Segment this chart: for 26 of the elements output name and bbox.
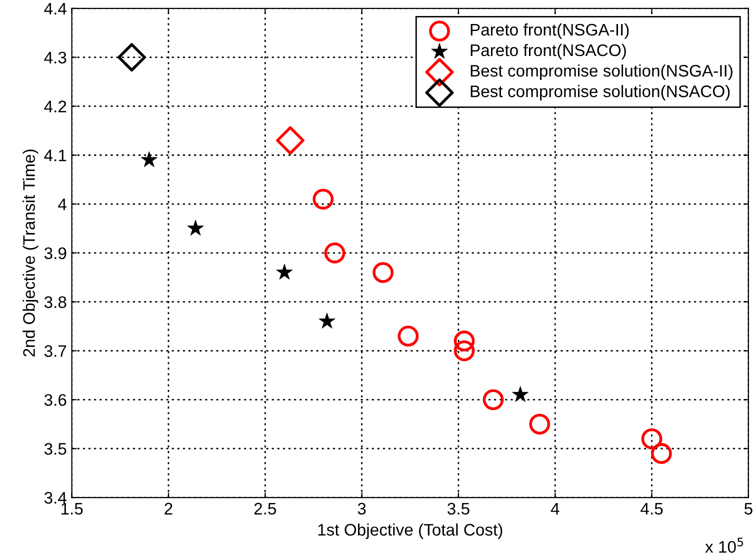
legend-label: Best compromise solution(NSACO) (470, 84, 730, 101)
x-tick-label: 1.5 (62, 502, 83, 515)
y-tick-label: 3.7 (44, 345, 66, 357)
x-tick-label: 4 (550, 502, 560, 514)
legend-label: Pareto front(NSGA-II) (470, 23, 629, 39)
y-tick-label: 4 (58, 198, 66, 210)
x-tick-label: 4.5 (640, 502, 663, 515)
y-tick-label: 3.9 (44, 247, 66, 260)
y-tick-label: 3.8 (44, 296, 66, 308)
x-tick-label: 3.5 (448, 502, 470, 515)
x-tick-label: 2.5 (254, 502, 276, 515)
y-axis-title: 2nd Objective (Transit Time) (22, 150, 38, 356)
x-tick-label: 2 (164, 502, 172, 514)
y-tick-label: 4.4 (44, 2, 66, 14)
x-tick-label: 3 (358, 502, 366, 515)
y-tick-label: 3.5 (44, 443, 66, 455)
text: x 10$^{5}$ (705, 538, 744, 553)
legend-label: Best compromise solution(NSGA-II) (470, 64, 732, 80)
x-axis-title: 1st Objective (Total Cost) (318, 523, 502, 539)
y-tick-label: 3.6 (44, 394, 66, 406)
y-tick-label: 4.1 (44, 150, 66, 162)
legend-label: Pareto front(NSACO) (470, 44, 626, 60)
y-tick-label: 4.2 (44, 100, 66, 112)
x-tick-label: 5 (744, 502, 752, 515)
y-tick-label: 4.3 (44, 52, 66, 64)
y-tick-label: 3.4 (44, 492, 66, 504)
